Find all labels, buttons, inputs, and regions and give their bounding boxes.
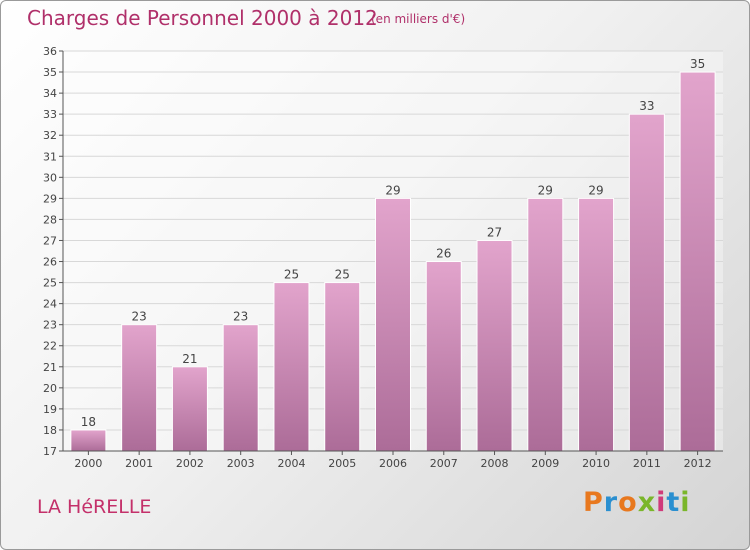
y-tick-label: 35 (43, 66, 57, 79)
bar (679, 71, 716, 452)
bar (70, 429, 107, 452)
data-label: 25 (335, 268, 350, 282)
data-label: 33 (639, 99, 654, 113)
y-tick-label: 30 (43, 171, 57, 184)
bar (628, 113, 665, 452)
logo-letter: P (583, 487, 604, 518)
bar (425, 261, 462, 452)
data-label: 18 (81, 415, 96, 429)
data-label: 29 (588, 183, 603, 197)
y-tick-label: 24 (43, 298, 57, 311)
y-tick-label: 20 (43, 382, 57, 395)
bar (222, 324, 259, 452)
logo-letter: i (656, 487, 667, 518)
logo-letter: o (618, 487, 638, 518)
logo-letter: r (603, 487, 619, 518)
data-label: 26 (436, 247, 451, 261)
x-tick-label: 2002 (176, 457, 204, 470)
y-tick-label: 27 (43, 234, 57, 247)
x-tick-label: 2009 (531, 457, 559, 470)
data-label: 29 (385, 183, 400, 197)
y-tick-label: 36 (43, 45, 57, 58)
x-tick-label: 2005 (328, 457, 356, 470)
logo-letter: x (637, 487, 657, 518)
bar (476, 239, 513, 452)
bar (121, 324, 158, 452)
axes: 17 18 19 20 21 22 23 24 25 26 27 28 29 30 31 32 33 34 35 36… (43, 45, 723, 470)
proxiti-logo: Proxiti (583, 487, 691, 518)
y-tick-label: 33 (43, 108, 57, 121)
logo-letter: t (666, 487, 681, 518)
y-tick-label: 18 (43, 424, 57, 437)
bar (375, 197, 411, 452)
commune-name: LA HéRELLE (37, 496, 152, 518)
x-tick-label: 2012 (684, 457, 712, 470)
data-label: 35 (690, 57, 705, 71)
x-tick-label: 2000 (74, 457, 102, 470)
chart-title: Charges de Personnel 2000 à 2012 (27, 6, 378, 30)
data-label: 27 (487, 225, 502, 239)
data-label: 25 (284, 268, 299, 282)
y-tick-label: 22 (43, 340, 57, 353)
x-tick-label: 2011 (633, 457, 661, 470)
data-label: 29 (538, 183, 553, 197)
y-tick-label: 32 (43, 129, 57, 142)
y-tick-label: 25 (43, 277, 57, 290)
x-tick-label: 2004 (277, 457, 305, 470)
logo-letter: i (680, 487, 691, 518)
x-tick-label: 2006 (379, 457, 407, 470)
x-tick-label: 2003 (227, 457, 255, 470)
y-tick-label: 26 (43, 256, 57, 269)
y-tick-label: 34 (43, 87, 57, 100)
y-tick-label: 29 (43, 192, 57, 205)
y-tick-label: 21 (43, 361, 57, 374)
data-label: 23 (233, 310, 248, 324)
data-label: 23 (132, 310, 147, 324)
bar (273, 282, 310, 452)
x-tick-label: 2007 (430, 457, 458, 470)
bar (171, 366, 208, 452)
bar (324, 282, 361, 452)
x-tick-label: 2008 (481, 457, 509, 470)
bars (70, 71, 716, 452)
y-tick-label: 31 (43, 150, 57, 163)
y-tick-label: 17 (43, 445, 57, 458)
x-tick-label: 2001 (125, 457, 153, 470)
bar (578, 197, 615, 452)
data-label: 21 (182, 352, 197, 366)
chart-subtitle: (en milliers d'€) (371, 12, 466, 26)
data-labels: 18 23 21 23 25 25 29 26 27 29 29 33 35 (81, 57, 706, 429)
x-tick-label: 2010 (582, 457, 610, 470)
y-tick-label: 28 (43, 213, 57, 226)
y-tick-label: 19 (43, 403, 57, 416)
bar (527, 197, 564, 452)
y-tick-label: 23 (43, 319, 57, 332)
